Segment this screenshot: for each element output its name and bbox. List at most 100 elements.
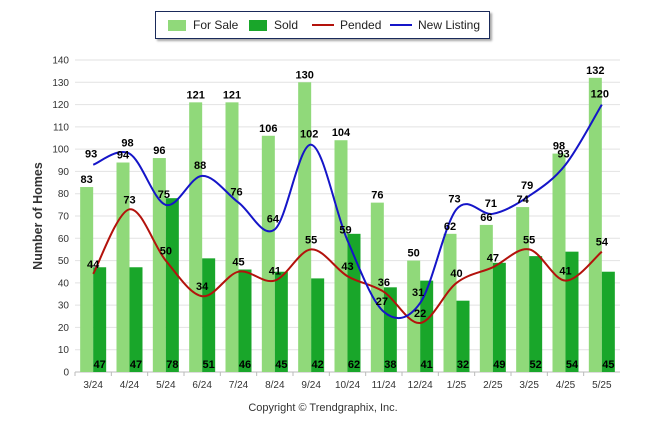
data-label-for-sale: 121 — [186, 89, 204, 101]
y-tick-label: 90 — [58, 167, 70, 178]
data-label-pended: 44 — [87, 259, 100, 271]
copyright-text: Copyright © Trendgraphix, Inc. — [248, 402, 398, 414]
data-label-for-sale: 96 — [153, 145, 165, 157]
legend-swatch-sold — [249, 19, 267, 31]
data-label-sold: 51 — [203, 359, 215, 371]
y-tick-label: 80 — [58, 189, 70, 200]
data-label-for-sale: 50 — [408, 248, 420, 260]
bar-sold — [238, 269, 252, 372]
bar-for-sale — [588, 77, 602, 372]
data-label-new-listing: 75 — [158, 189, 170, 201]
bar-sold — [529, 256, 543, 372]
y-tick-label: 130 — [52, 78, 69, 89]
y-tick-label: 50 — [58, 256, 70, 267]
x-tick-label: 3/24 — [83, 380, 103, 391]
data-label-new-listing: 64 — [267, 213, 280, 225]
x-tick-label: 6/24 — [192, 380, 212, 391]
data-label-sold: 46 — [239, 359, 251, 371]
bar-sold — [274, 271, 288, 372]
bar-sold — [347, 233, 361, 372]
bar-for-sale — [516, 207, 530, 372]
data-label-new-listing: 102 — [300, 129, 318, 141]
data-label-pended: 54 — [596, 237, 609, 249]
bar-for-sale — [225, 102, 239, 372]
data-label-pended: 55 — [523, 234, 535, 246]
data-label-new-listing: 31 — [412, 287, 424, 299]
data-label-sold: 47 — [94, 359, 106, 371]
x-tick-label: 3/25 — [519, 380, 539, 391]
data-label-sold: 52 — [530, 359, 542, 371]
bar-sold — [565, 251, 579, 372]
data-label-sold: 54 — [566, 359, 579, 371]
data-label-for-sale: 132 — [586, 65, 604, 77]
x-tick-label: 9/24 — [301, 380, 321, 391]
bar-sold — [202, 258, 216, 372]
bar-for-sale — [152, 158, 166, 372]
data-label-pended: 47 — [487, 252, 499, 264]
data-label-sold: 32 — [457, 359, 469, 371]
bar-sold — [311, 278, 325, 372]
data-label-pended: 40 — [450, 268, 462, 280]
data-label-sold: 41 — [421, 359, 433, 371]
data-label-for-sale: 94 — [117, 150, 130, 162]
y-tick-label: 110 — [53, 122, 69, 133]
x-tick-label: 1/25 — [447, 380, 467, 391]
data-label-sold: 62 — [348, 359, 360, 371]
data-label-pended: 43 — [341, 261, 353, 273]
data-label-for-sale: 66 — [480, 212, 492, 224]
data-labels: 83 47 93 44 94 47 98 73 96 78 75 50 121 51 88 34 121 46 76… — [81, 65, 615, 371]
bars: 3/24 4/24 5/24 6/24 7/24 8/24 9/24 10/24 11/24 12… — [74, 77, 615, 391]
data-label-new-listing: 73 — [448, 193, 460, 205]
y-tick-label: 0 — [63, 368, 69, 379]
legend: For Sale Sold Pended New Listing — [155, 11, 490, 39]
y-tick-label: 100 — [52, 145, 69, 156]
data-label-sold: 47 — [130, 359, 142, 371]
data-label-pended: 41 — [269, 266, 281, 278]
data-label-pended: 22 — [414, 308, 426, 320]
legend-swatch-for-sale — [168, 19, 186, 31]
y-axis-label: Number of Homes — [31, 162, 45, 270]
bar-for-sale — [116, 162, 130, 372]
bar-sold — [165, 198, 179, 372]
data-label-pended: 73 — [123, 194, 135, 206]
x-tick-label: 4/25 — [556, 380, 576, 391]
data-label-new-listing: 59 — [339, 225, 351, 237]
data-label-sold: 45 — [275, 359, 287, 371]
data-label-for-sale: 106 — [259, 123, 277, 135]
data-label-for-sale: 98 — [553, 141, 565, 153]
bar-sold — [383, 287, 397, 372]
legend-swatch-pended — [312, 24, 334, 26]
data-label-pended: 36 — [378, 277, 390, 289]
data-label-pended: 55 — [305, 234, 317, 246]
legend-label-new-listing: New Listing — [418, 18, 481, 32]
line-pended — [92, 208, 603, 324]
bar-for-sale — [443, 233, 457, 372]
y-tick-label: 140 — [52, 56, 69, 67]
x-tick-label: 8/24 — [265, 380, 285, 391]
data-label-for-sale: 74 — [517, 194, 530, 206]
data-label-sold: 45 — [602, 359, 614, 371]
bar-sold — [601, 271, 615, 372]
data-label-for-sale: 76 — [371, 190, 383, 202]
x-tick-label: 7/24 — [229, 380, 249, 391]
bar-sold — [93, 267, 107, 372]
y-tick-label: 20 — [58, 323, 70, 334]
legend-item-pended: Pended — [312, 12, 381, 38]
bar-for-sale — [407, 260, 421, 372]
bar-for-sale — [298, 82, 312, 373]
data-label-new-listing: 76 — [230, 187, 242, 199]
data-label-sold: 42 — [312, 359, 324, 371]
data-label-pended: 45 — [232, 257, 244, 269]
x-tick-label: 10/24 — [335, 380, 360, 391]
data-label-new-listing: 93 — [557, 149, 569, 161]
y-tick-label: 30 — [58, 301, 70, 312]
data-label-new-listing: 79 — [521, 180, 533, 192]
bar-sold — [420, 280, 434, 372]
bar-sold — [456, 300, 470, 372]
legend-item-for-sale: For Sale — [168, 12, 238, 38]
data-label-new-listing: 71 — [485, 198, 497, 210]
y-tick-label: 40 — [58, 278, 70, 289]
lines — [92, 104, 603, 324]
data-label-sold: 49 — [493, 359, 505, 371]
data-label-new-listing: 120 — [591, 89, 609, 101]
